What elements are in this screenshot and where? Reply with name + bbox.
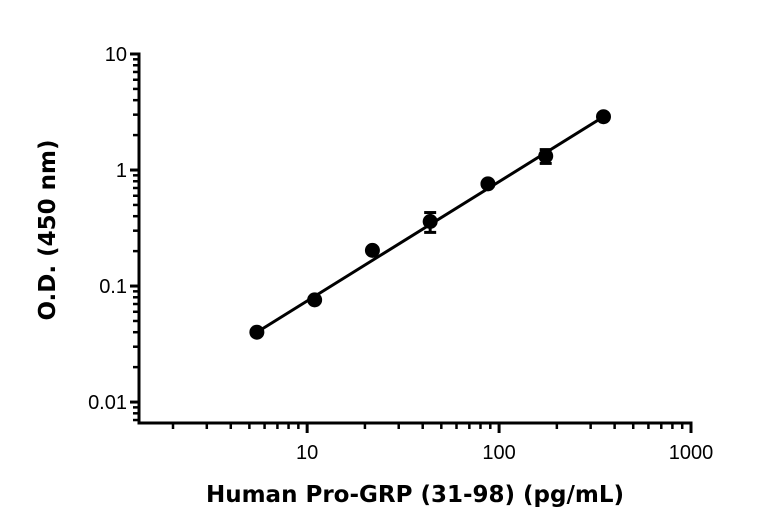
- y-axis-title: O.D. (450 nm): [35, 139, 61, 320]
- data-point: [480, 176, 496, 192]
- x-axis-title: Human Pro-GRP (31-98) (pg/mL): [206, 482, 624, 508]
- y-axis: 0.01 0.1 1 10: [88, 44, 141, 425]
- x-tick-label: 100: [482, 442, 515, 464]
- y-tick-label: 10: [105, 44, 127, 66]
- data-point: [538, 148, 554, 164]
- data-point: [307, 292, 323, 308]
- data-point: [364, 242, 380, 258]
- data-points: [249, 109, 611, 340]
- data-point: [249, 324, 265, 340]
- y-tick-label: 0.1: [99, 276, 127, 298]
- y-tick-label: 1: [116, 160, 127, 182]
- data-point: [595, 109, 611, 125]
- x-tick-label: 1000: [669, 442, 714, 464]
- x-tick-label: 10: [296, 442, 318, 464]
- y-tick-label: 0.01: [88, 392, 127, 414]
- x-axis: 10 100 1000: [137, 421, 714, 464]
- data-point: [422, 213, 438, 229]
